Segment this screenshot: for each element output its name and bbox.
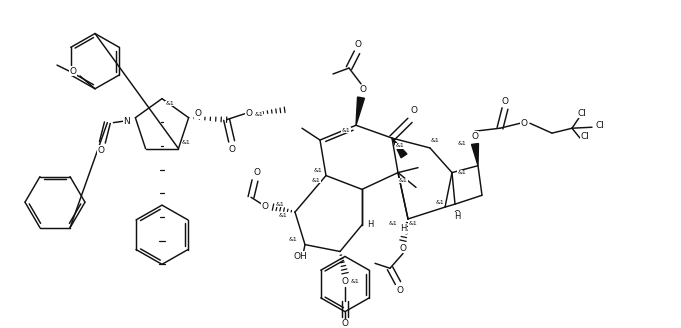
Polygon shape xyxy=(392,138,407,158)
Text: H: H xyxy=(454,213,460,221)
Text: Cl: Cl xyxy=(577,109,586,118)
Text: O: O xyxy=(520,119,528,128)
Text: &1: &1 xyxy=(430,137,439,143)
Text: O: O xyxy=(262,202,268,211)
Text: &1: &1 xyxy=(279,213,287,217)
Text: O: O xyxy=(253,168,261,177)
Text: O: O xyxy=(355,40,362,49)
Polygon shape xyxy=(471,144,479,166)
Text: O: O xyxy=(400,244,407,253)
Text: &1: &1 xyxy=(165,101,174,106)
Text: O: O xyxy=(454,210,460,218)
Text: O: O xyxy=(98,146,105,155)
Text: &1: &1 xyxy=(342,128,351,133)
Text: &1: &1 xyxy=(289,237,298,242)
Text: O: O xyxy=(341,319,349,328)
Text: &1: &1 xyxy=(436,200,445,205)
Text: &1: &1 xyxy=(312,178,320,183)
Text: O: O xyxy=(396,286,404,296)
Text: O: O xyxy=(411,106,417,115)
Text: &1: &1 xyxy=(398,178,407,183)
Text: &1: &1 xyxy=(409,221,417,226)
Text: O: O xyxy=(341,277,349,286)
Text: O: O xyxy=(194,109,201,118)
Polygon shape xyxy=(356,97,364,125)
Text: O: O xyxy=(471,132,479,141)
Text: &1: &1 xyxy=(351,278,360,284)
Text: O: O xyxy=(245,109,252,118)
Text: O: O xyxy=(360,85,366,94)
Text: O: O xyxy=(228,145,235,154)
Text: &1: &1 xyxy=(458,170,466,175)
Text: &1: &1 xyxy=(389,221,398,226)
Text: N: N xyxy=(123,117,130,126)
Text: Cl: Cl xyxy=(581,132,590,141)
Text: H: H xyxy=(400,224,406,233)
Text: O: O xyxy=(69,67,76,75)
Text: &1: &1 xyxy=(254,112,263,117)
Text: H: H xyxy=(367,220,373,229)
Text: OH: OH xyxy=(293,252,307,261)
Text: O: O xyxy=(501,97,509,106)
Text: &1: &1 xyxy=(276,202,285,207)
Text: &1: &1 xyxy=(396,143,405,149)
Text: &1: &1 xyxy=(182,140,191,145)
Text: &1: &1 xyxy=(458,141,466,147)
Text: Cl: Cl xyxy=(596,121,605,130)
Text: &1: &1 xyxy=(314,168,322,173)
